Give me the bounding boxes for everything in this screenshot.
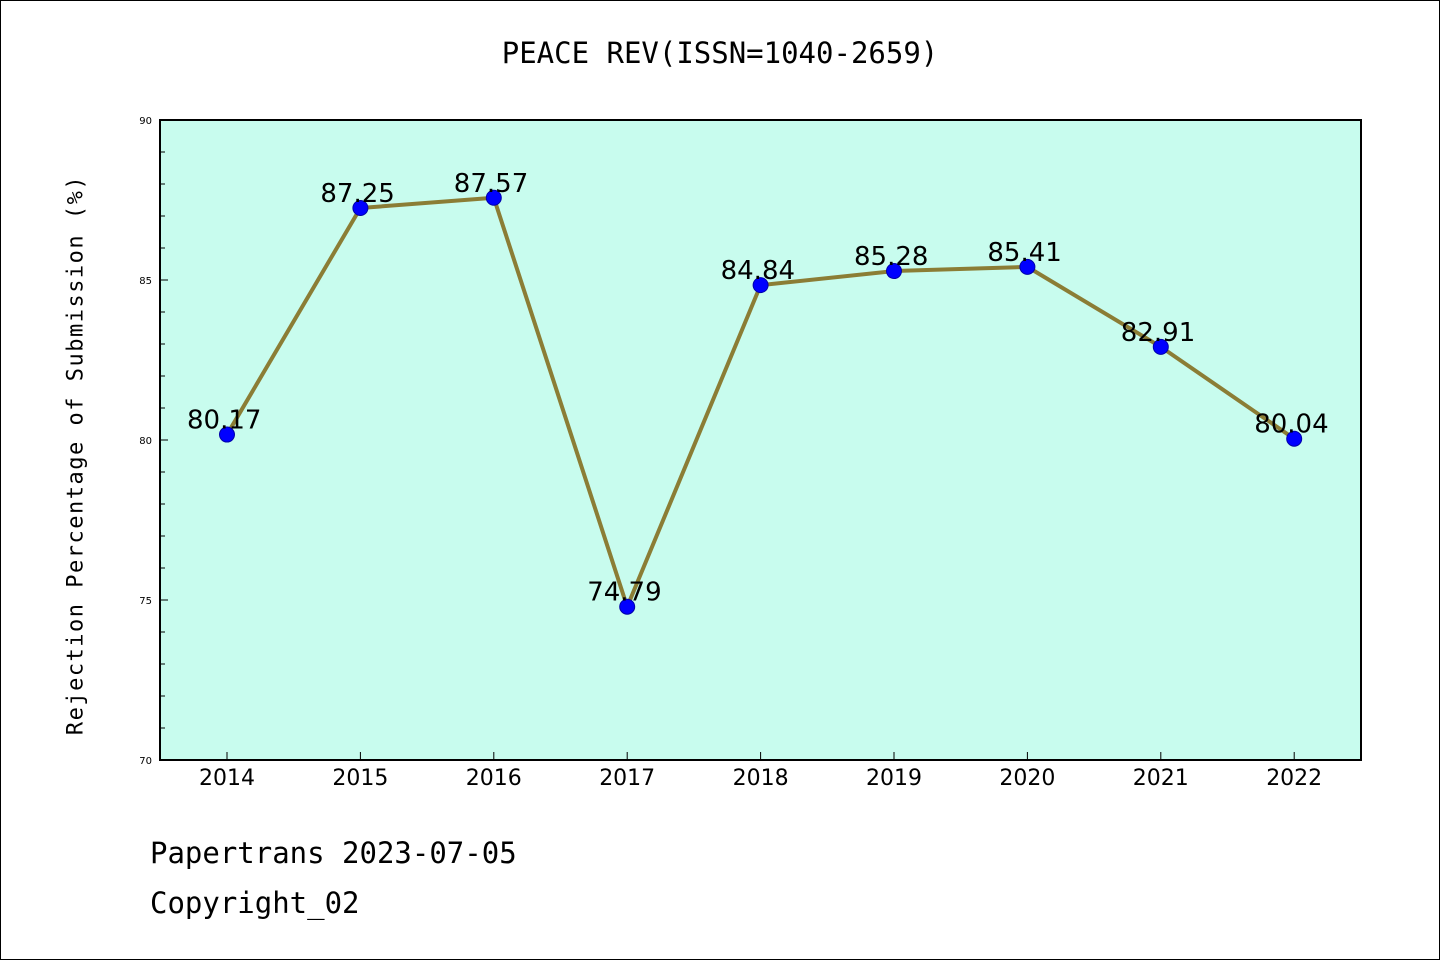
- data-label: 80.17: [187, 406, 261, 436]
- y-tick-label: 85: [139, 276, 152, 287]
- data-label: 74.79: [587, 578, 661, 608]
- x-tick-label: 2014: [199, 766, 255, 791]
- data-label: 80.04: [1254, 410, 1328, 440]
- data-point: [886, 263, 902, 280]
- data-point: [1019, 258, 1036, 275]
- data-point: [219, 426, 235, 443]
- data-label: 87.57: [454, 169, 528, 199]
- plot-background: [160, 120, 1361, 760]
- data-point: [752, 277, 769, 294]
- data-label: 85.41: [987, 238, 1061, 268]
- data-label: 82.91: [1121, 318, 1195, 348]
- x-tick-label: 2019: [866, 766, 922, 791]
- series-markers: [219, 189, 1303, 615]
- data-point: [352, 200, 369, 216]
- data-point: [1152, 338, 1169, 355]
- x-tick-label: 2016: [466, 766, 522, 791]
- x-tick-label: 2015: [332, 766, 388, 791]
- x-axis-ticks: 2014 2015 2016 2017 2018 2019 2020 2021 2022: [199, 752, 1322, 791]
- data-label: 84.84: [721, 256, 795, 286]
- footer-date: Papertrans 2023-07-05: [150, 836, 517, 870]
- plot-border: [159, 119, 1362, 761]
- data-label: 85.28: [854, 242, 928, 272]
- x-tick-label: 2022: [1266, 766, 1322, 791]
- y-tick-label: 90: [139, 116, 152, 127]
- x-tick-label: 2017: [599, 766, 655, 791]
- x-tick-label: 2018: [733, 766, 789, 791]
- data-labels: 80.17 87.25 87.57 74.79 84.84 85.28 85.41 82.91…: [187, 169, 1329, 608]
- data-point: [485, 189, 502, 206]
- y-tick-label: 75: [139, 596, 152, 607]
- x-tick-label: 2021: [1133, 766, 1189, 791]
- footer-copyright: Copyright_02: [150, 886, 360, 920]
- y-tick-label: 70: [139, 756, 152, 767]
- y-tick-label: 80: [139, 436, 152, 447]
- data-label: 87.25: [320, 179, 394, 209]
- data-point: [619, 598, 636, 615]
- x-tick-label: 2020: [999, 766, 1055, 791]
- data-point: [1286, 430, 1303, 447]
- chart-title: PEACE REV(ISSN=1040-2659): [501, 36, 939, 70]
